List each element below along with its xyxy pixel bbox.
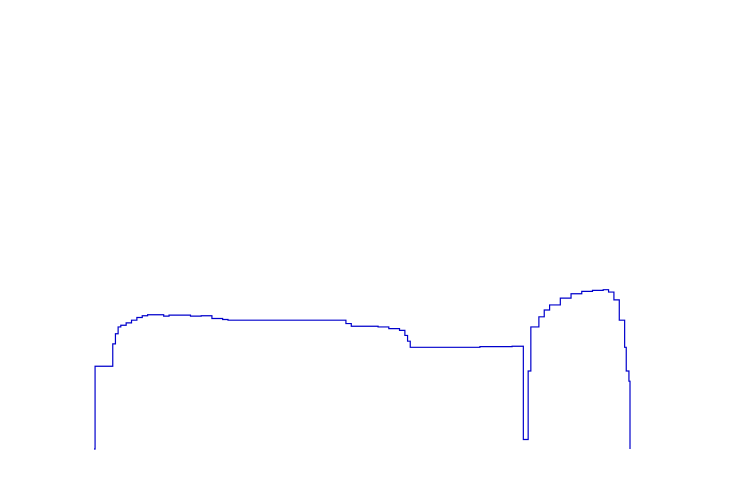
series-line-0 <box>94 289 631 450</box>
series-layer <box>94 289 631 450</box>
